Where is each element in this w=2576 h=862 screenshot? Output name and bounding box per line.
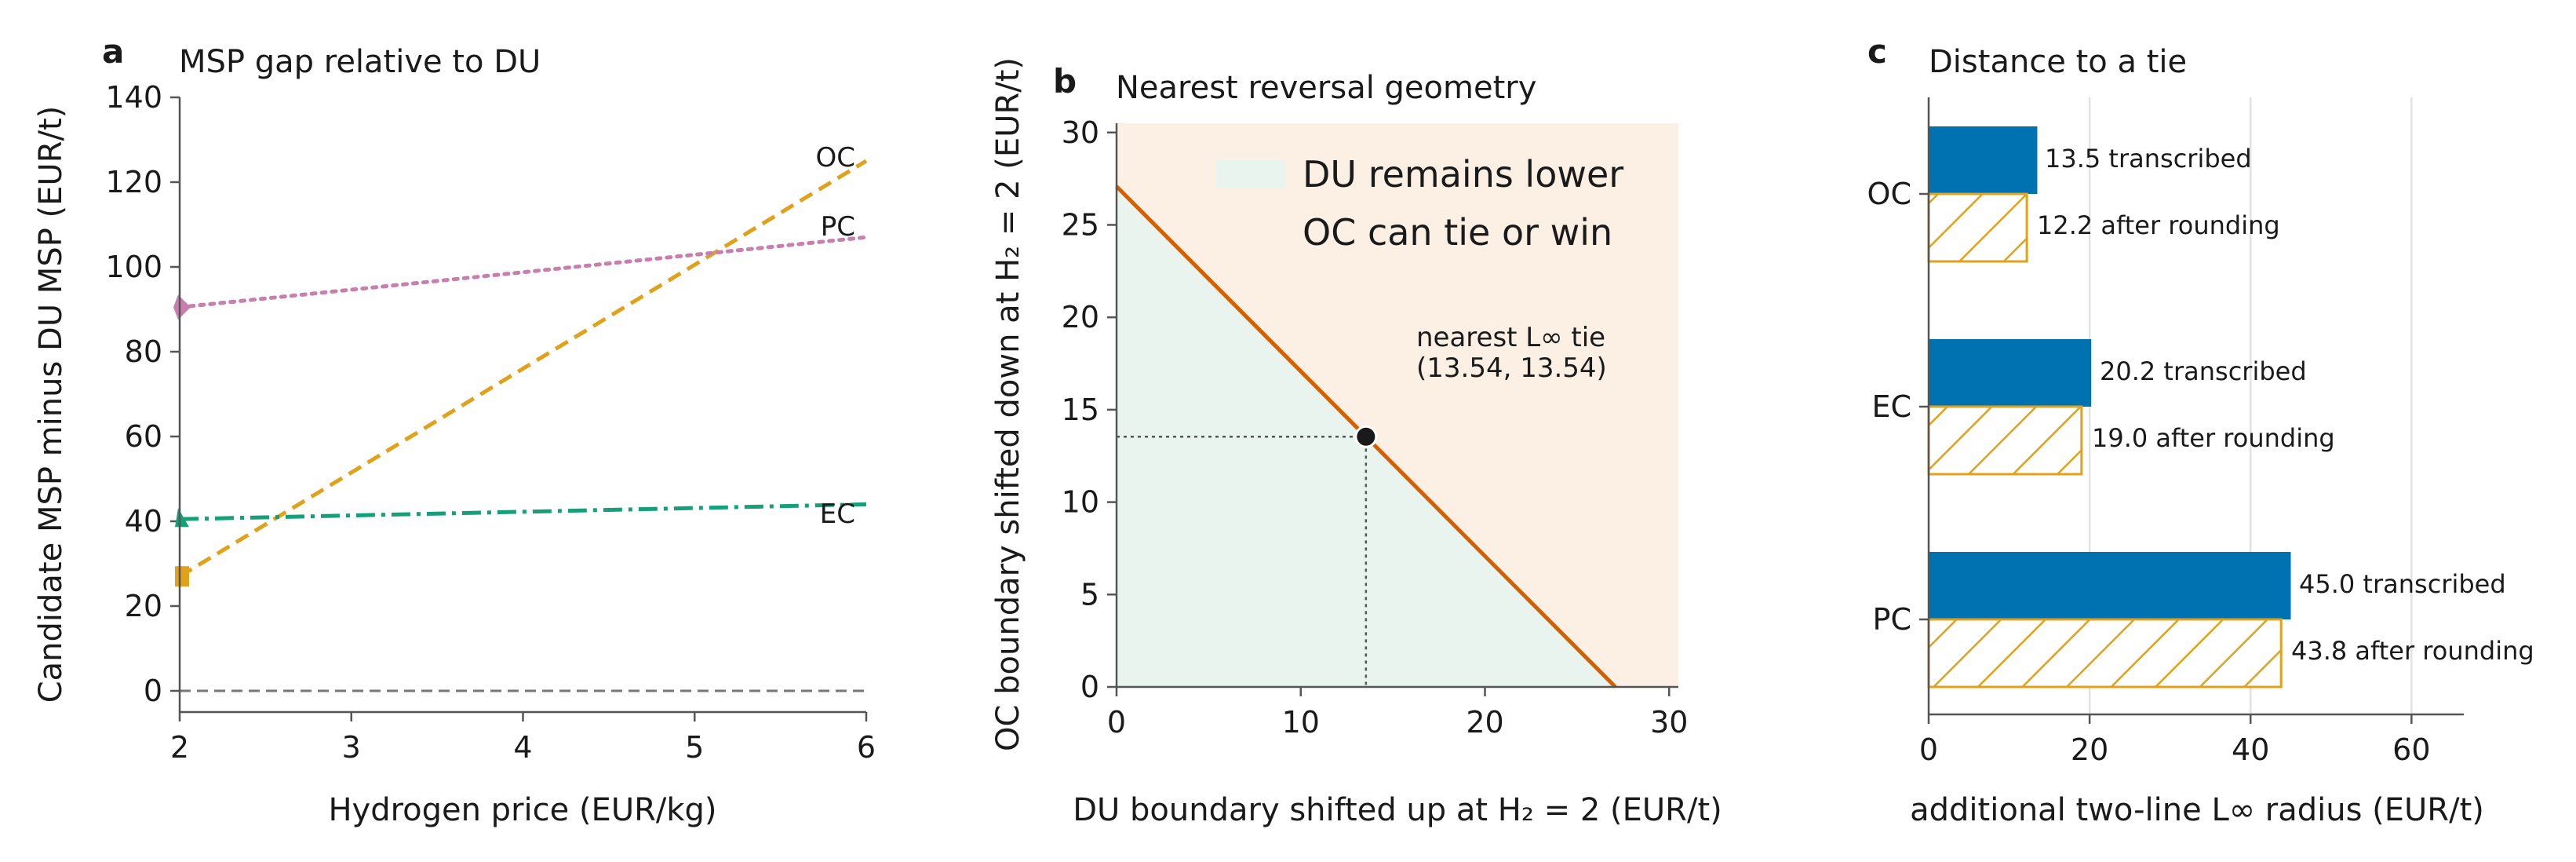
c-bars-group [1919, 126, 2291, 689]
c-bar-rounded-oc [1927, 192, 2028, 263]
panel-c: 0 20 40 60 OC EC PC c Distance to a tie addit… [1867, 32, 2534, 828]
a-x-tick-label: 3 [342, 730, 361, 765]
c-category-label-pc: PC [1873, 602, 1911, 637]
b-legend-swatch-du [1216, 160, 1285, 188]
c-bar-label-oc-rounded: 12.2 after rounding [2037, 210, 2280, 240]
b-tie-annotation-line1: nearest L∞ tie [1416, 322, 1605, 353]
b-tie-point [1354, 425, 1378, 448]
c-panel-letter: c [1867, 32, 1887, 71]
a-tick-marks [170, 96, 868, 721]
c-x-tick-label: 60 [2392, 732, 2430, 767]
panel-b: 0 10 20 30 0 5 10 15 20 25 30 b Nearest reversal … [990, 57, 1722, 828]
a-label-oc: OC [815, 142, 855, 173]
b-y-tick-label: 30 [1062, 115, 1099, 150]
b-x-tick-labels: 0 10 20 30 [1107, 705, 1689, 740]
a-x-tick-label: 6 [857, 730, 876, 765]
a-y-tick-label: 40 [125, 504, 162, 539]
c-category-labels: OC EC PC [1867, 177, 1911, 637]
a-panel-letter: a [102, 32, 124, 71]
c-bar-transcribed-ec [1929, 339, 2092, 407]
a-title: MSP gap relative to DU [179, 44, 541, 80]
c-bar-rounded-pc [1927, 618, 2283, 689]
b-y-tick-labels: 0 5 10 15 20 25 30 [1062, 115, 1099, 704]
c-title: Distance to a tie [1929, 44, 2187, 80]
a-y-tick-label: 80 [125, 334, 162, 369]
b-y-tick-label: 0 [1080, 670, 1099, 704]
a-x-tick-label: 4 [513, 730, 532, 765]
a-y-tick-label: 120 [105, 165, 162, 199]
b-y-tick-label: 5 [1080, 577, 1099, 612]
a-y-tick-label: 0 [144, 674, 162, 708]
a-label-ec: EC [820, 499, 855, 530]
a-y-tick-label: 140 [105, 80, 162, 115]
a-series-line-pc [177, 235, 869, 309]
b-legend-swatch-oc [1216, 218, 1285, 247]
c-bar-label-pc-transcribed: 45.0 transcribed [2299, 569, 2506, 599]
b-x-tick-label: 0 [1107, 705, 1126, 740]
b-legend-du: DU remains lower [1303, 153, 1623, 195]
b-y-tick-label: 15 [1062, 393, 1099, 427]
c-x-tick-label: 0 [1919, 732, 1938, 767]
c-bar-rounded-ec [1927, 405, 2083, 476]
b-y-axis-label: OC boundary shifted down at H₂ = 2 (EUR/… [990, 57, 1026, 751]
c-x-tick-label: 20 [2071, 732, 2108, 767]
b-x-tick-label: 30 [1650, 705, 1688, 740]
c-x-axis-label: additional two-line L∞ radius (EUR/t) [1910, 792, 2484, 828]
a-y-tick-label: 60 [125, 419, 162, 454]
b-x-tick-label: 10 [1282, 705, 1320, 740]
a-x-tick-label: 5 [685, 730, 704, 765]
a-y-tick-label: 100 [105, 250, 162, 284]
b-x-tick-label: 20 [1466, 705, 1503, 740]
c-bar-transcribed-oc [1929, 126, 2038, 194]
c-bar-label-oc-transcribed: 13.5 transcribed [2045, 144, 2252, 173]
a-x-tick-labels: 2 3 4 5 6 [170, 730, 876, 765]
a-series-line-oc [178, 159, 868, 579]
a-marker-square-oc [175, 566, 189, 587]
a-x-tick-label: 2 [170, 730, 189, 765]
c-category-label-oc: OC [1867, 177, 1911, 211]
a-marker-triangle-ec [175, 508, 189, 528]
b-legend-oc: OC can tie or win [1303, 211, 1612, 254]
a-y-tick-labels: 0 20 40 60 80 100 120 140 [105, 80, 162, 708]
b-tick-marks [1107, 131, 1671, 696]
a-y-axis-label: Candidate MSP minus DU MSP (EUR/t) [33, 106, 69, 703]
c-category-label-ec: EC [1871, 389, 1911, 424]
a-series-group [173, 159, 869, 587]
b-y-tick-label: 25 [1062, 207, 1099, 242]
b-y-tick-label: 10 [1062, 485, 1099, 520]
b-x-axis-label: DU boundary shifted up at H₂ = 2 (EUR/t) [1073, 792, 1722, 828]
c-bar-label-ec-transcribed: 20.2 transcribed [2100, 356, 2307, 386]
a-label-pc: PC [821, 211, 855, 243]
a-y-tick-label: 20 [125, 589, 162, 623]
a-marker-diamond-pc [173, 294, 191, 320]
b-title: Nearest reversal geometry [1116, 70, 1536, 106]
c-x-tick-label: 40 [2232, 732, 2269, 767]
b-panel-letter: b [1053, 62, 1077, 100]
c-x-tick-labels: 0 20 40 60 [1919, 732, 2431, 767]
b-tie-annotation-line2: (13.54, 13.54) [1416, 352, 1607, 384]
c-bar-label-pc-rounded: 43.8 after rounding [2291, 636, 2534, 666]
b-y-tick-label: 20 [1062, 300, 1099, 334]
a-series-line-ec [179, 502, 867, 521]
a-x-axis-label: Hydrogen price (EUR/kg) [328, 792, 716, 828]
c-bar-transcribed-pc [1929, 552, 2291, 619]
panel-a: a MSP gap relative to DU Hydrogen price … [33, 32, 876, 828]
c-bar-label-ec-rounded: 19.0 after rounding [2092, 423, 2335, 453]
